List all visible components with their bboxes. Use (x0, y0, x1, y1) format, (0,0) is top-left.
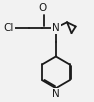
Text: Cl: Cl (4, 23, 14, 33)
Text: N: N (52, 23, 60, 33)
Text: N: N (52, 89, 60, 99)
Text: O: O (38, 3, 46, 13)
